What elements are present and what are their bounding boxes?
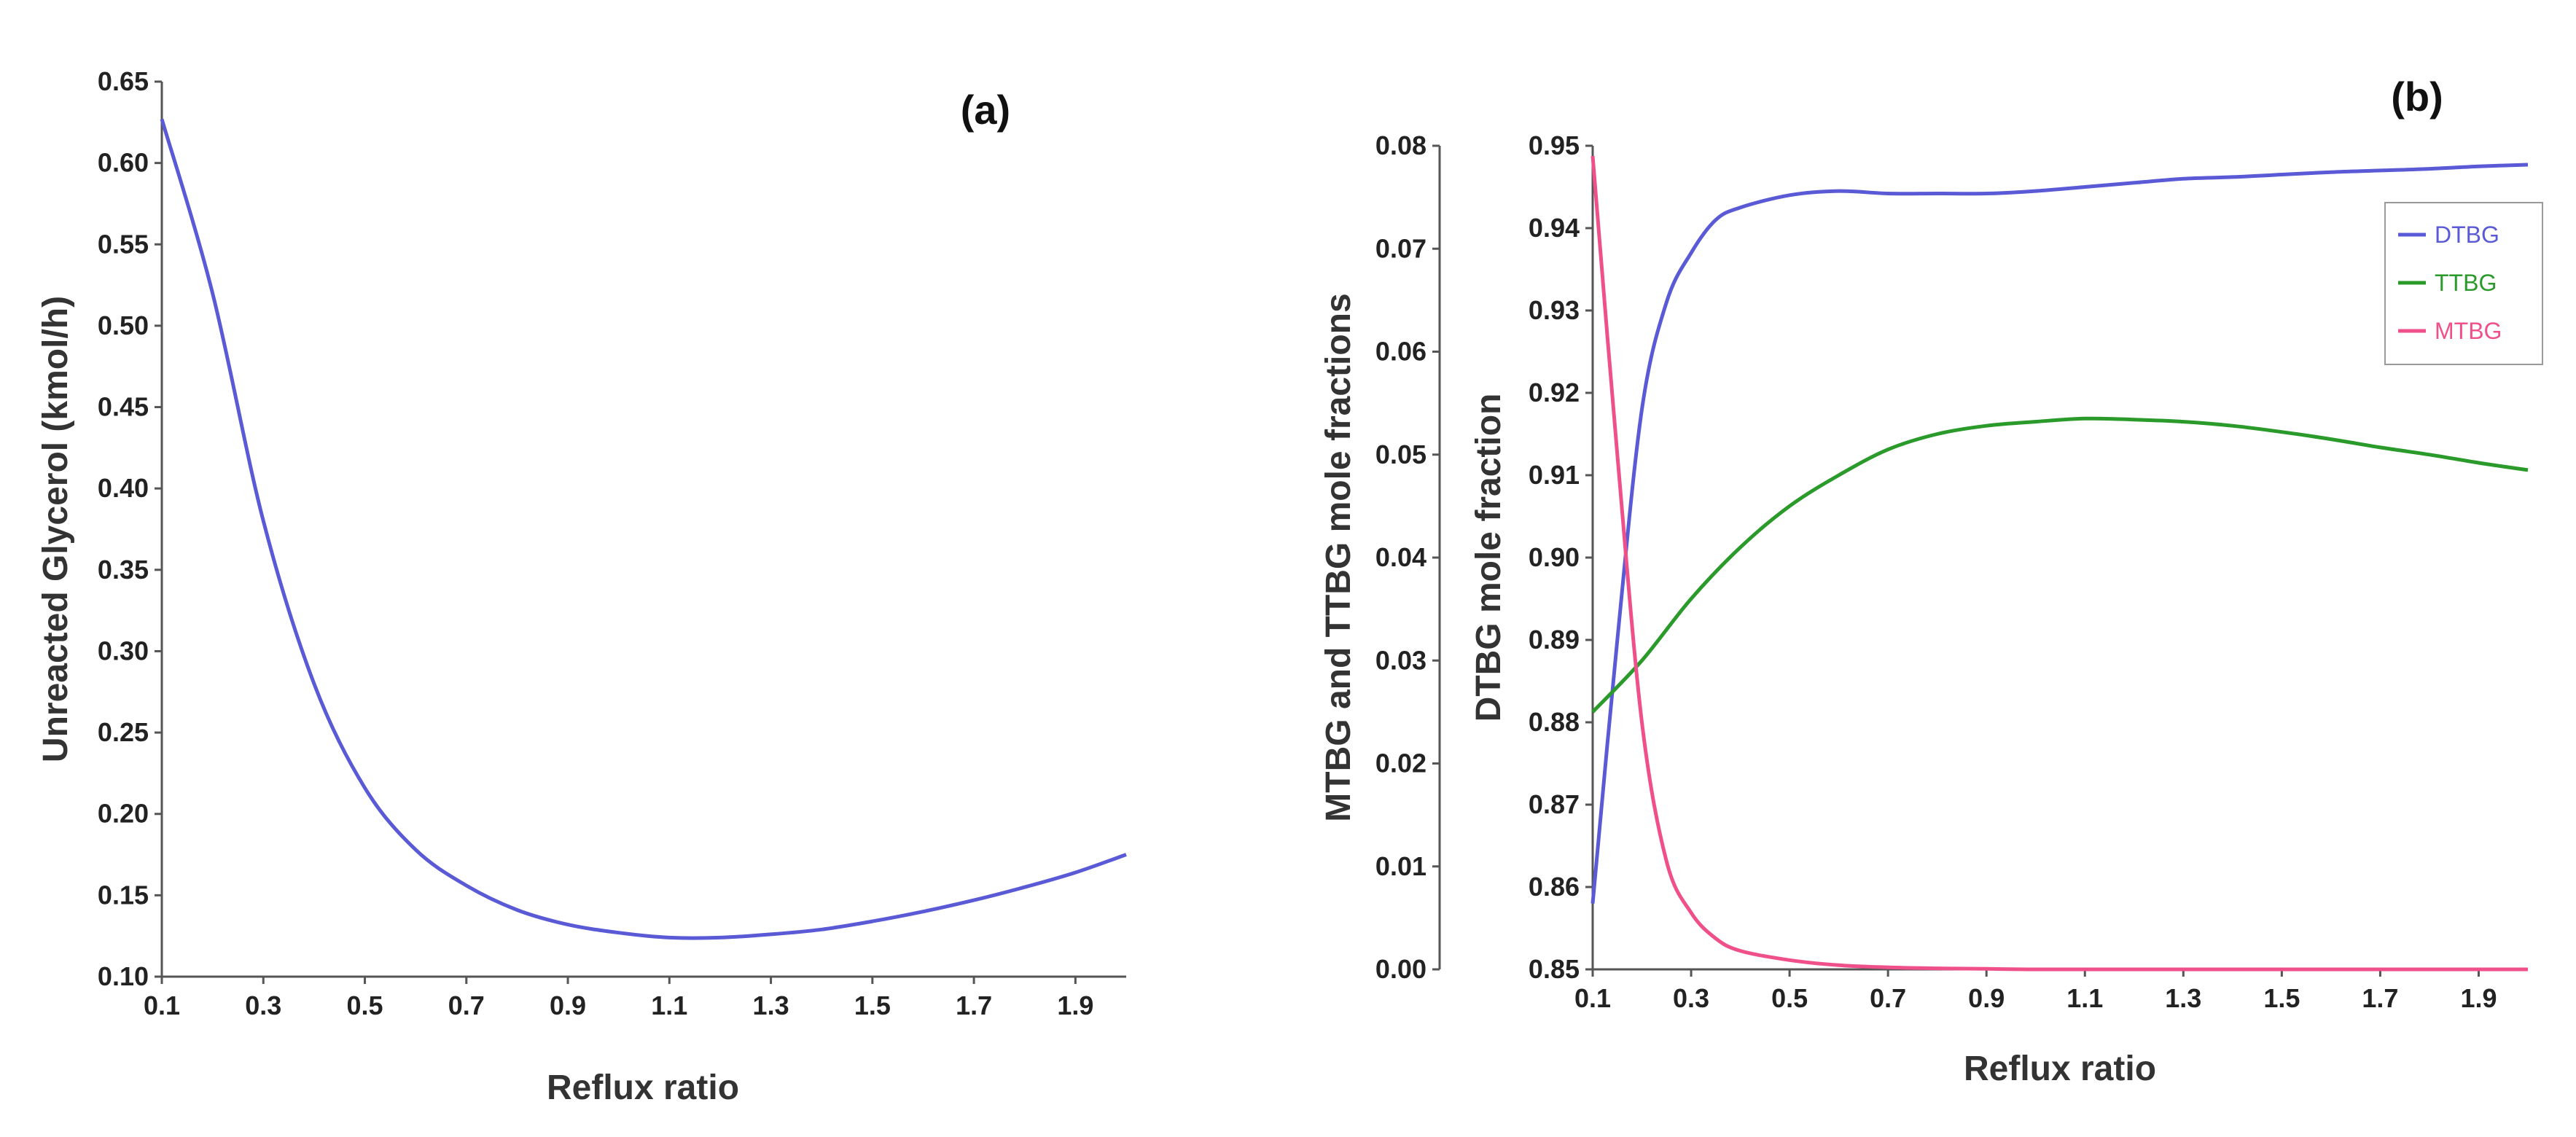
chart-b-lines — [1591, 155, 2529, 972]
chart-a-y-label: Unreacted Glycerol (kmol/h) — [36, 296, 75, 762]
chart-a-y-tick-label: 0.25 — [98, 717, 149, 747]
chart-a-y-tick-label: 0.60 — [98, 148, 149, 178]
chart-b-right-tick-label: 0.85 — [1529, 954, 1580, 984]
chart-b: 0.00 0.01 0.02 0.03 0.04 0.05 0.06 0.07 0.08 0.8… — [1319, 74, 2543, 1088]
chart-a-lines — [160, 118, 1127, 940]
chart-b-left-tick-label: 0.01 — [1375, 851, 1426, 881]
chart-a-x-tick-label: 1.7 — [956, 991, 992, 1020]
legend-label-ttbg: TTBG — [2435, 270, 2497, 296]
chart-b-right-tick-label: 0.89 — [1529, 625, 1580, 655]
chart-a-y-tick-label: 0.15 — [98, 880, 149, 910]
chart-b-x-tick-label: 0.1 — [1574, 983, 1611, 1013]
chart-a-x-tick-label: 0.7 — [448, 991, 485, 1020]
chart-a-x-tick-label: 0.5 — [347, 991, 383, 1020]
chart-b-right-tick-label: 0.94 — [1529, 213, 1580, 243]
legend-label-dtbg: DTBG — [2435, 222, 2499, 248]
chart-b-series-ttbg — [1591, 416, 2529, 714]
chart-b-right-tick-label: 0.91 — [1529, 460, 1580, 490]
legend-label-mtbg: MTBG — [2435, 318, 2502, 344]
chart-b-right-tick-label: 0.95 — [1529, 130, 1580, 160]
legend-items: DTBG TTBG MTBG — [2398, 222, 2502, 344]
chart-b-legend: DTBG TTBG MTBG — [2384, 202, 2543, 365]
chart-a-y-ticks: 0.10 0.15 0.20 0.25 0.30 0.35 0.40 0.45 0.50 0.55… — [98, 66, 162, 991]
chart-b-x-tick-label: 1.9 — [2460, 983, 2497, 1013]
chart-b-x-tick-label: 0.9 — [1968, 983, 2005, 1013]
chart-a-x-ticks: 0.1 0.3 0.5 0.7 0.9 1.1 1.3 1.5 1.7 1.9 — [144, 977, 1093, 1020]
chart-b-series-dtbg — [1591, 163, 2529, 904]
chart-b-right-y-label: DTBG mole fraction — [1470, 394, 1508, 722]
chart-a-y-tick-label: 0.20 — [98, 799, 149, 829]
chart-a-y-tick-label: 0.35 — [98, 555, 149, 585]
chart-b-x-tick-label: 1.5 — [2263, 983, 2300, 1013]
chart-b-x-ticks: 0.1 0.3 0.5 0.7 0.9 1.1 1.3 1.5 1.7 1.9 — [1574, 969, 2497, 1013]
chart-a-y-tick-label: 0.30 — [98, 636, 149, 665]
chart-a-x-tick-label: 1.9 — [1057, 991, 1093, 1020]
chart-a-y-tick-label: 0.10 — [98, 961, 149, 991]
chart-b-right-tick-label: 0.88 — [1529, 707, 1580, 737]
chart-a-y-tick-label: 0.45 — [98, 392, 149, 422]
chart-b-right-tick-label: 0.86 — [1529, 872, 1580, 902]
chart-b-left-ticks: 0.00 0.01 0.02 0.03 0.04 0.05 0.06 0.07 0.08 — [1375, 130, 1440, 984]
chart-b-x-tick-label: 0.5 — [1771, 983, 1808, 1013]
chart-a-y-tick-label: 0.55 — [98, 229, 149, 259]
chart-a-x-label: Reflux ratio — [547, 1068, 739, 1107]
chart-a-x-tick-label: 1.1 — [651, 991, 687, 1020]
chart-b-x-tick-label: 1.1 — [2066, 983, 2103, 1013]
chart-a-y-tick-label: 0.65 — [98, 66, 149, 96]
chart-a-x-tick-label: 0.9 — [550, 991, 586, 1020]
chart-b-left-tick-label: 0.02 — [1375, 749, 1426, 778]
chart-a-panel-label: (a) — [961, 87, 1010, 133]
chart-a-y-tick-label: 0.40 — [98, 473, 149, 503]
chart-b-left-tick-label: 0.04 — [1375, 542, 1426, 572]
chart-b-x-tick-label: 1.3 — [2165, 983, 2201, 1013]
chart-b-x-tick-label: 1.7 — [2362, 983, 2398, 1013]
chart-b-right-tick-label: 0.87 — [1529, 789, 1580, 819]
chart-b-x-tick-label: 0.3 — [1673, 983, 1709, 1013]
chart-b-left-tick-label: 0.03 — [1375, 645, 1426, 675]
chart-a-x-tick-label: 0.3 — [245, 991, 281, 1020]
chart-b-series-mtbg — [1591, 155, 2528, 972]
chart-b-left-tick-label: 0.07 — [1375, 233, 1426, 263]
chart-b-right-tick-label: 0.92 — [1529, 378, 1580, 407]
chart-a-x-tick-label: 0.1 — [144, 991, 180, 1020]
chart-b-right-tick-label: 0.90 — [1529, 542, 1580, 572]
chart-a: 0.10 0.15 0.20 0.25 0.30 0.35 0.40 0.45 0.50 0.55… — [36, 66, 1127, 1107]
chart-b-left-tick-label: 0.06 — [1375, 337, 1426, 367]
chart-b-left-tick-label: 0.00 — [1375, 954, 1426, 984]
chart-b-x-tick-label: 0.7 — [1870, 983, 1906, 1013]
chart-b-x-label: Reflux ratio — [1964, 1050, 2156, 1088]
chart-b-left-y-label: MTBG and TTBG mole fractions — [1319, 293, 1358, 821]
chart-b-right-tick-label: 0.93 — [1529, 295, 1580, 325]
chart-a-x-tick-label: 1.5 — [854, 991, 891, 1020]
chart-b-left-tick-label: 0.08 — [1375, 130, 1426, 160]
chart-b-panel-label: (b) — [2391, 74, 2443, 120]
chart-a-series-line — [160, 118, 1127, 940]
chart-b-right-ticks: 0.85 0.86 0.87 0.88 0.89 0.90 0.91 0.92 0.93 0.94… — [1529, 130, 1593, 984]
chart-a-x-tick-label: 1.3 — [753, 991, 789, 1020]
chart-b-left-tick-label: 0.05 — [1375, 439, 1426, 469]
chart-a-y-tick-label: 0.50 — [98, 310, 149, 340]
